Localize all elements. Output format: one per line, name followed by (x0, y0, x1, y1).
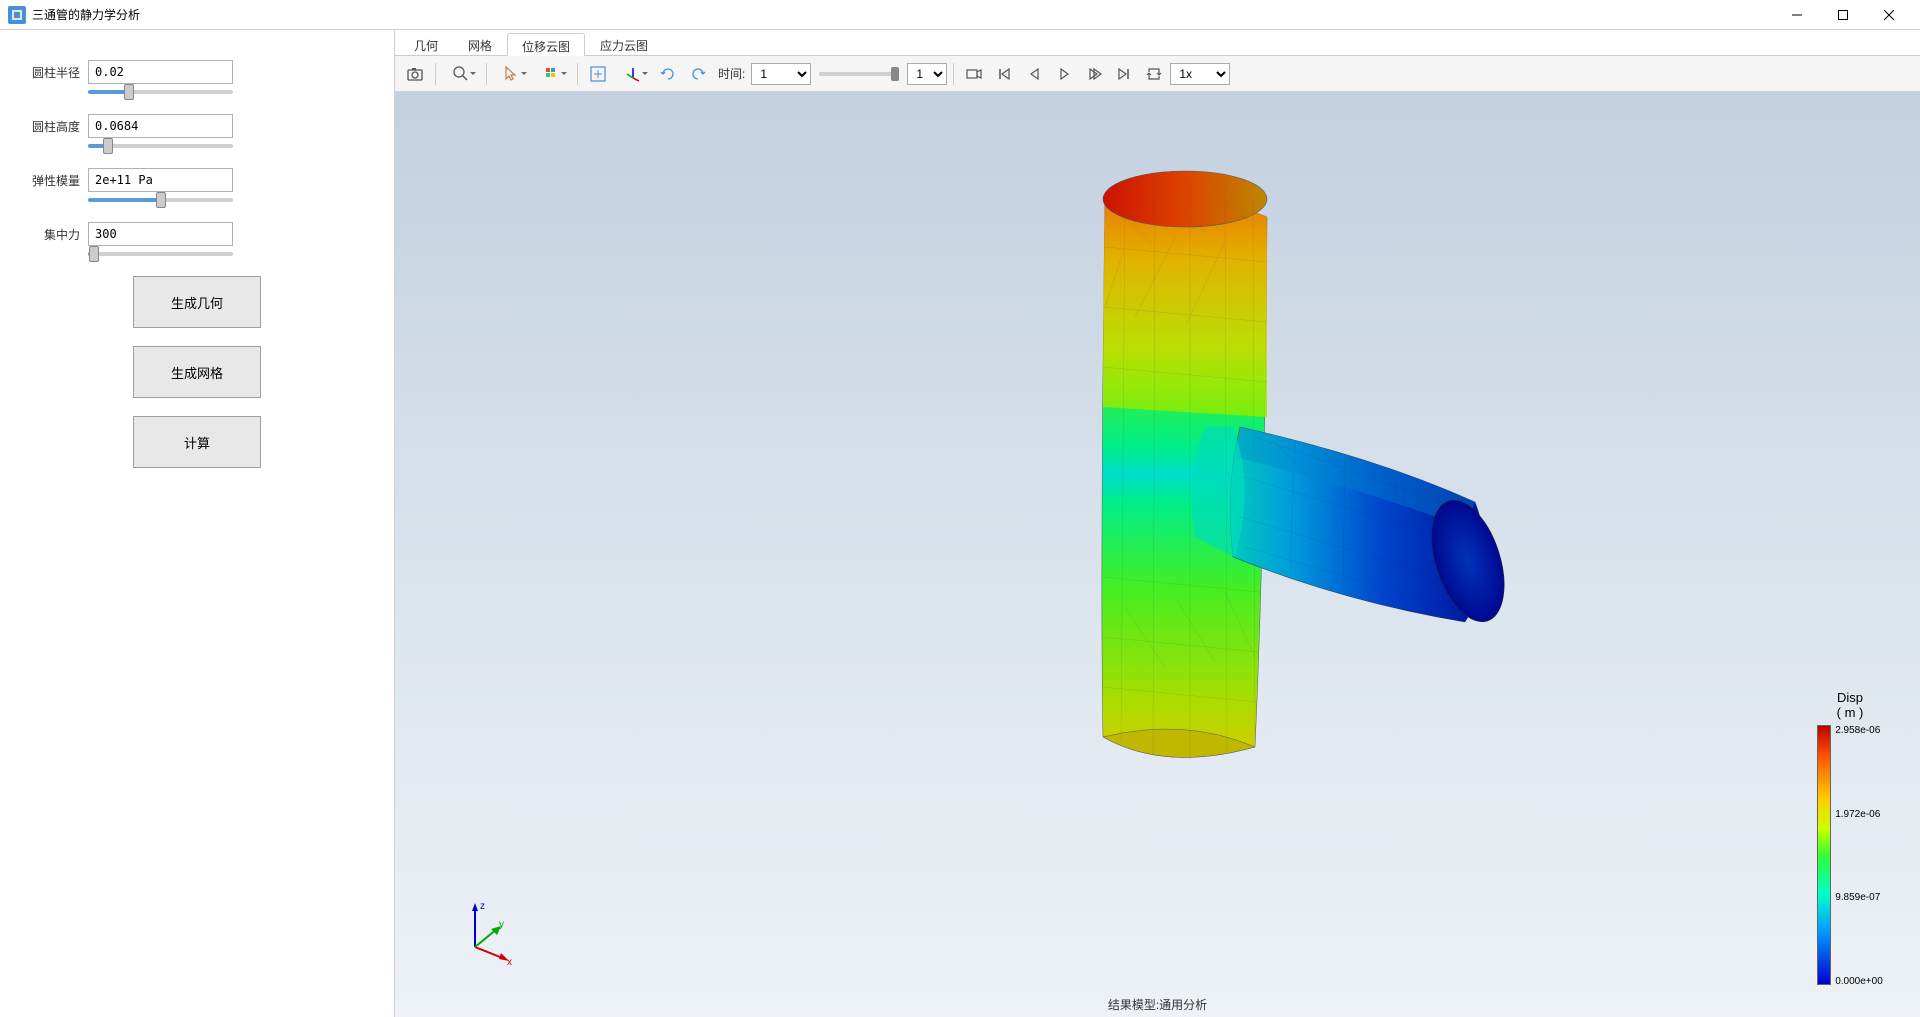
legend-tick-3: 0.000e+00 (1835, 976, 1883, 987)
param-input-3[interactable] (88, 222, 233, 246)
compute-button[interactable]: 计算 (133, 416, 261, 468)
speed-select[interactable]: 1x (1170, 63, 1230, 85)
time-select[interactable]: 1 (751, 63, 811, 85)
close-button[interactable] (1866, 1, 1912, 29)
legend-title-2: ( m ) (1810, 705, 1890, 721)
param-slider-3[interactable] (88, 252, 233, 256)
rotate-cw-icon[interactable] (654, 60, 682, 88)
fit-view-icon[interactable] (584, 60, 612, 88)
rotate-ccw-icon[interactable] (684, 60, 712, 88)
param-input-1[interactable] (88, 114, 233, 138)
play-icon[interactable] (1050, 60, 1078, 88)
time-slider[interactable] (819, 72, 899, 76)
tab-3[interactable]: 应力云图 (585, 32, 663, 55)
param-slider-2[interactable] (88, 198, 233, 202)
tabs: 几何网格位移云图应力云图 (395, 30, 1920, 56)
generate-geometry-button[interactable]: 生成几何 (133, 276, 261, 328)
legend-tick-2: 9.859e-07 (1835, 892, 1883, 903)
prev-frame-icon[interactable] (1020, 60, 1048, 88)
color-legend: Disp ( m ) 2.958e-06 1.972e-06 9.859e-07 0.… (1810, 690, 1890, 987)
viewport[interactable]: z x y Disp ( m ) 2.958e-06 1.972e-06 9.859… (395, 92, 1920, 1017)
last-frame-icon[interactable] (1110, 60, 1138, 88)
param-input-0[interactable] (88, 60, 233, 84)
param-label-3: 集中力 (20, 226, 80, 243)
toolbar: 时间: 1 1 1x (395, 56, 1920, 92)
window-title: 三通管的静力学分析 (32, 6, 1774, 23)
app-icon (8, 6, 26, 24)
param-label-2: 弹性模量 (20, 172, 80, 189)
tab-2[interactable]: 位移云图 (507, 33, 585, 56)
title-bar: 三通管的静力学分析 (0, 0, 1920, 30)
sidebar: 圆柱半径 圆柱高度 弹性模量 集中力 生成几何 生成网格 计算 (0, 30, 395, 1017)
svg-text:x: x (507, 957, 512, 967)
param-label-0: 圆柱半径 (20, 64, 80, 81)
generate-mesh-button[interactable]: 生成网格 (133, 346, 261, 398)
first-frame-icon[interactable] (990, 60, 1018, 88)
svg-text:y: y (499, 919, 504, 930)
colormap-icon[interactable] (533, 60, 571, 88)
legend-bar (1817, 725, 1831, 985)
tab-0[interactable]: 几何 (399, 32, 453, 55)
zoom-icon[interactable] (442, 60, 480, 88)
legend-tick-1: 1.972e-06 (1835, 809, 1883, 820)
param-slider-0[interactable] (88, 90, 233, 94)
time-label: 时间: (718, 65, 745, 82)
select-icon[interactable] (493, 60, 531, 88)
param-label-1: 圆柱高度 (20, 118, 80, 135)
loop-icon[interactable] (1140, 60, 1168, 88)
axis-triad: z x y (455, 897, 525, 967)
status-text: 结果模型:通用分析 (1108, 996, 1207, 1013)
frame-select[interactable]: 1 (907, 63, 947, 85)
legend-title-1: Disp (1810, 690, 1890, 706)
legend-tick-0: 2.958e-06 (1835, 725, 1883, 736)
svg-text:z: z (480, 901, 485, 912)
next-frame-icon[interactable] (1080, 60, 1108, 88)
minimize-button[interactable] (1774, 1, 1820, 29)
param-input-2[interactable] (88, 168, 233, 192)
camera-icon[interactable] (401, 60, 429, 88)
record-icon[interactable] (960, 60, 988, 88)
maximize-button[interactable] (1820, 1, 1866, 29)
tpipe-model (875, 127, 1575, 797)
tab-1[interactable]: 网格 (453, 32, 507, 55)
param-slider-1[interactable] (88, 144, 233, 148)
axis-view-icon[interactable] (614, 60, 652, 88)
